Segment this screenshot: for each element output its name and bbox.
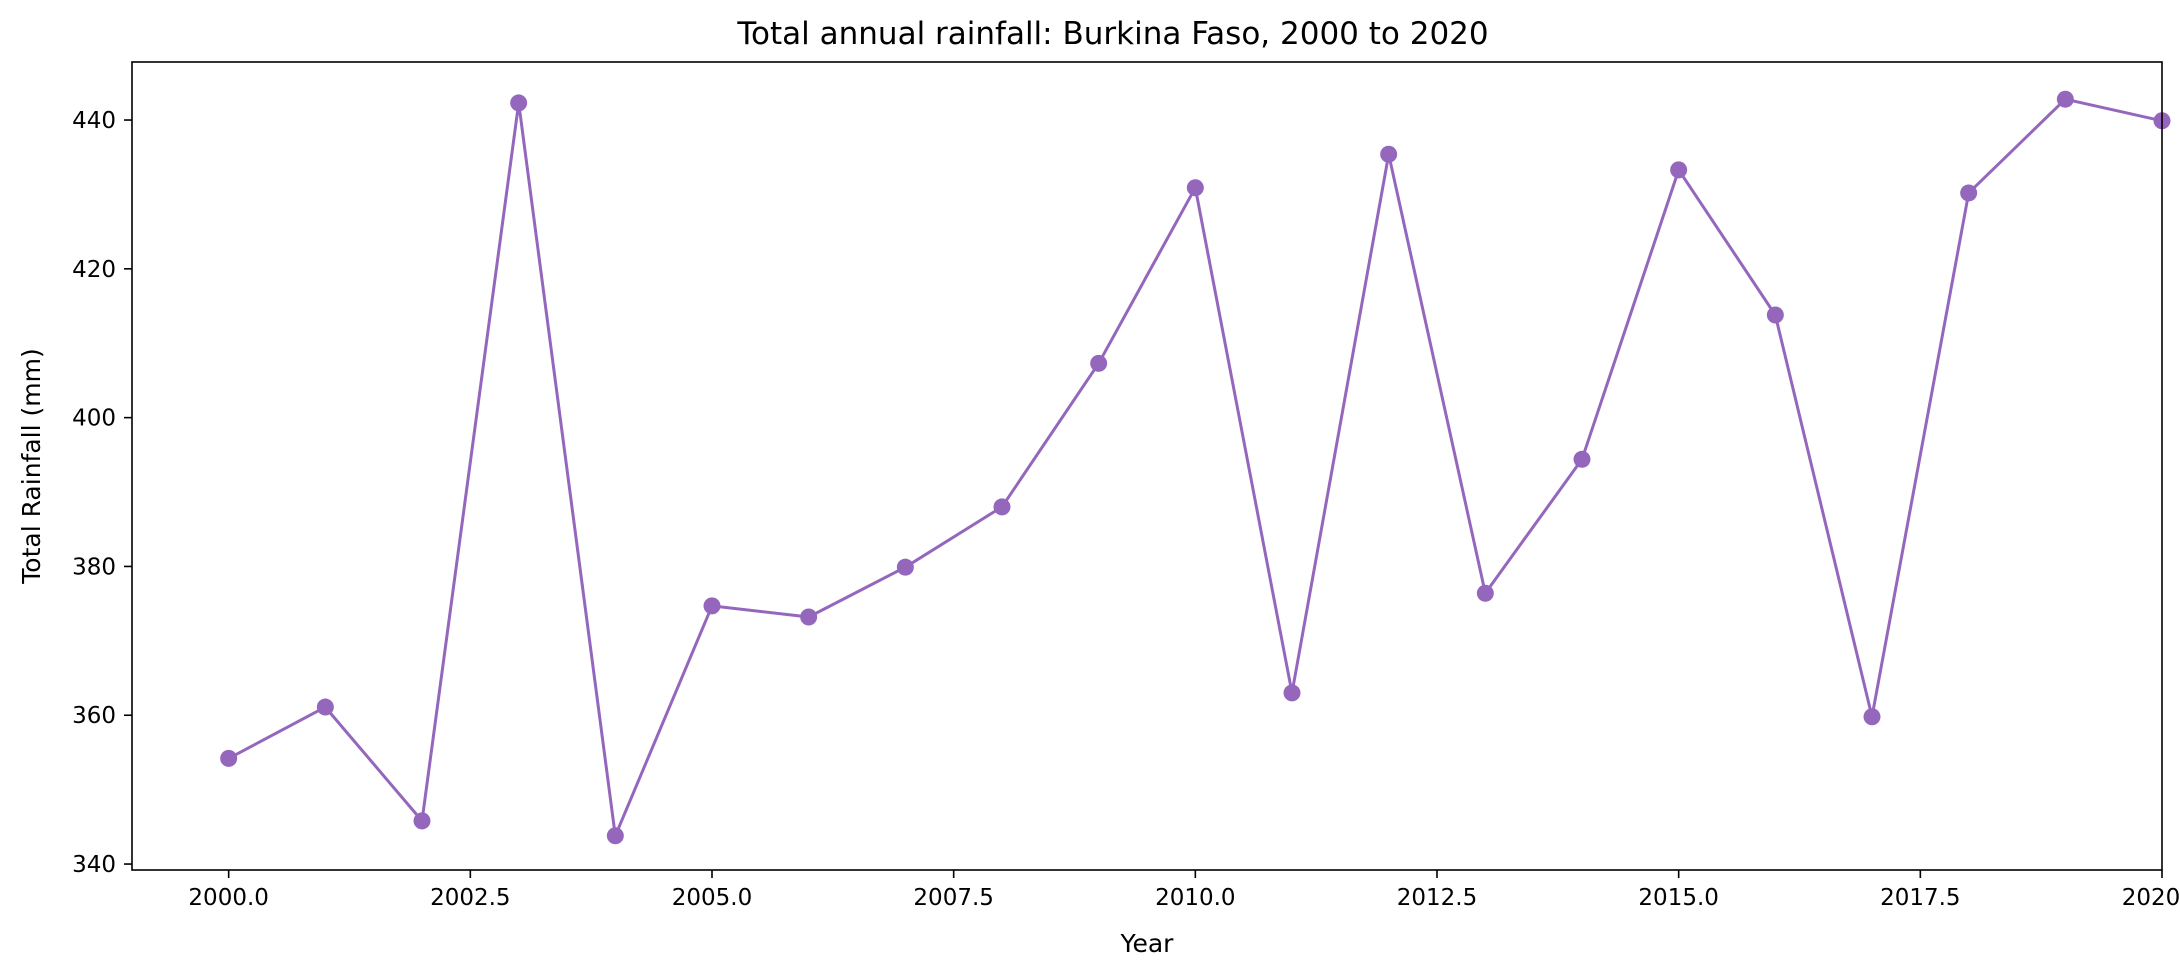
data-point [993,498,1011,516]
y-tick-label: 340 [72,852,116,878]
y-axis: 340 360 380 400 420 440 [72,108,132,878]
y-tick-label: 360 [72,703,116,729]
x-axis-label: Year [1120,929,1175,958]
x-tick-label: 2005.0 [672,885,752,911]
data-point [1670,161,1688,179]
axes-frame [131,61,2163,871]
x-tick-label: 2010.0 [1155,885,1235,911]
data-point [2056,90,2074,108]
y-tick-label: 400 [72,406,116,432]
y-tick-label: 420 [72,257,116,283]
data-point [1186,179,1204,197]
data-point [1476,584,1494,602]
data-point [1573,450,1591,468]
data-point [316,698,334,716]
data-point [1090,354,1108,372]
x-tick-label: 2002.5 [430,885,510,911]
data-point [896,558,914,576]
x-tick-label: 2012.5 [1397,885,1477,911]
x-tick-label: 2017.5 [1880,885,1960,911]
x-tick-label: 2020.0 [2122,885,2180,911]
data-point [1283,684,1301,702]
data-point [800,608,818,626]
x-axis: 2000.0 2002.5 2005.0 2007.5 2010.0 2012.5 2015… [188,870,2180,911]
data-point [1960,184,1978,202]
data-point [1766,306,1784,324]
y-tick-label: 380 [72,554,116,580]
x-tick-label: 2015.0 [1638,885,1718,911]
data-point [1863,708,1881,726]
y-tick-label: 440 [72,108,116,134]
plot-area [220,90,2171,845]
data-point [413,812,431,830]
data-point [703,597,721,615]
data-point [510,94,528,112]
x-tick-label: 2007.5 [913,885,993,911]
x-tick-label: 2000.0 [188,885,268,911]
data-point [1380,145,1398,163]
y-axis-label: Total Rainfall (mm) [17,348,46,584]
data-point [606,827,624,845]
data-point [220,749,238,767]
chart-title: Total annual rainfall: Burkina Faso, 200… [736,16,1488,52]
